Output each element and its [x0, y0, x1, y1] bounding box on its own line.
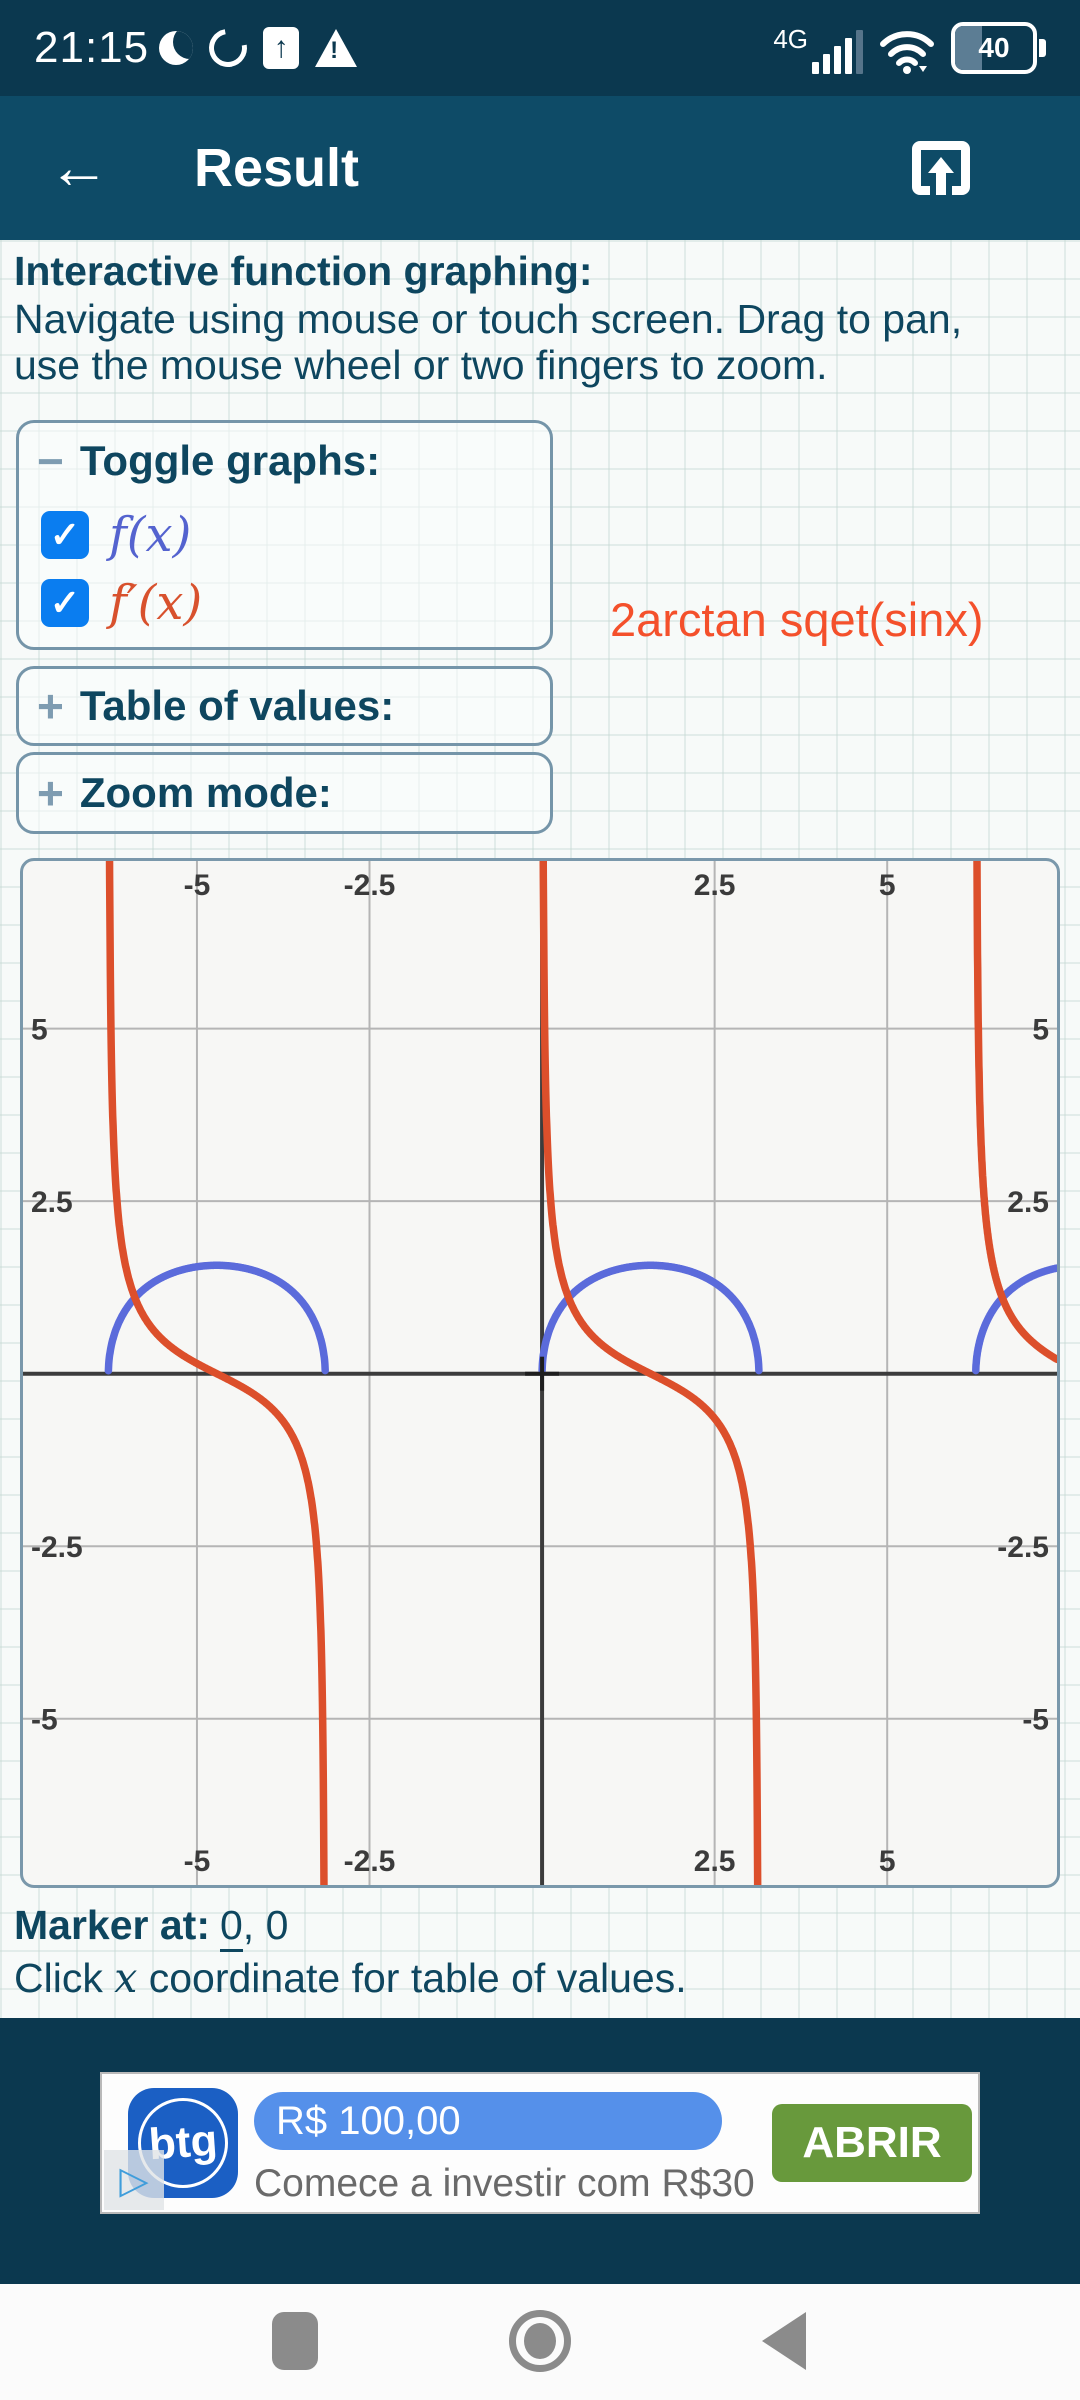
android-nav-bar	[0, 2284, 1080, 2400]
svg-text:-2.5: -2.5	[344, 1845, 396, 1878]
zoom-mode-panel[interactable]: + Zoom mode:	[16, 752, 553, 834]
back-arrow-icon[interactable]: ←	[48, 133, 110, 202]
ad-price-pill: R$ 100,00	[254, 2092, 722, 2150]
marker-readout: Marker at: 0, 0	[14, 1902, 289, 1952]
wifi-icon	[880, 31, 934, 74]
svg-text:-5: -5	[1022, 1704, 1049, 1737]
instructions-text: Navigate using mouse or touch screen. Dr…	[14, 296, 963, 388]
result-content: Interactive function graphing: Navigate …	[0, 240, 1080, 2018]
recents-button[interactable]	[272, 2312, 318, 2370]
function-annotation: 2arctan sqet(sinx)	[610, 593, 984, 646]
svg-text:5: 5	[879, 1845, 896, 1878]
fprime-label: f′(x)	[109, 575, 203, 631]
nav-back-button[interactable]	[762, 2312, 806, 2370]
ad-band: btg ▷ R$ 100,00 Comece a investir com R$…	[0, 2018, 1080, 2284]
fx-checkbox[interactable]: ✓	[41, 511, 89, 559]
battery-fill	[955, 26, 982, 70]
svg-text:2.5: 2.5	[1007, 1186, 1049, 1219]
table-of-values-title: Table of values:	[79, 682, 395, 729]
warning-triangle-icon	[315, 29, 358, 67]
section-heading: Interactive function graphing:	[14, 248, 593, 294]
data-saver-circle-icon	[201, 21, 255, 75]
zoom-mode-title: Zoom mode:	[79, 769, 332, 816]
ad-banner[interactable]: btg ▷ R$ 100,00 Comece a investir com R$…	[100, 2072, 980, 2214]
svg-text:-5: -5	[184, 869, 211, 902]
svg-text:2.5: 2.5	[694, 869, 736, 902]
marker-x-value[interactable]: 0	[219, 1902, 243, 1952]
fx-toggle-row[interactable]: ✓ f(x)	[41, 507, 191, 563]
collapse-icon[interactable]: −	[37, 435, 64, 487]
battery-icon: 40	[951, 22, 1046, 74]
battery-percent: 40	[978, 32, 1010, 63]
svg-text:-5: -5	[31, 1704, 58, 1737]
svg-text:-2.5: -2.5	[997, 1531, 1049, 1564]
toggle-graphs-title: Toggle graphs:	[79, 437, 381, 484]
toggle-graphs-panel[interactable]: − Toggle graphs: ✓ f(x) ✓ f′(x)	[16, 420, 553, 650]
status-bar: 21:15 ↑ 4G	[0, 0, 1080, 96]
graph-canvas[interactable]: -5 -5 -2.5 -2.5 2.5 2.5 5 5 5 5 2.5 2.5 -2.5 -2.5 -5 -5	[23, 861, 1057, 1885]
do-not-disturb-moon-icon	[159, 31, 194, 65]
ad-info-play-icon[interactable]: ▷	[104, 2150, 164, 2210]
svg-text:-2.5: -2.5	[31, 1531, 83, 1564]
app-bar: ← Result	[0, 96, 1080, 240]
ad-open-button[interactable]: ABRIR	[772, 2104, 972, 2182]
ad-subtitle: Comece a investir com R$30	[254, 2162, 755, 2205]
fprime-checkbox[interactable]: ✓	[41, 579, 89, 627]
clock: 21:15	[34, 23, 150, 72]
upload-arrow-icon: ↑	[263, 27, 300, 69]
svg-text:5: 5	[1032, 1014, 1049, 1047]
svg-text:-2.5: -2.5	[344, 869, 396, 902]
expand-icon[interactable]: +	[37, 680, 64, 732]
table-hint: Click x coordinate for table of values.	[14, 1954, 687, 2002]
fprime-toggle-row[interactable]: ✓ f′(x)	[41, 575, 202, 631]
network-type-label: 4G	[773, 24, 808, 54]
export-share-icon[interactable]	[906, 133, 976, 203]
home-button[interactable]	[509, 2310, 571, 2372]
svg-text:2.5: 2.5	[694, 1845, 736, 1878]
fx-label: f(x)	[109, 507, 192, 563]
function-graph[interactable]: -5 -5 -2.5 -2.5 2.5 2.5 5 5 5 5 2.5 2.5 -2.5 -2.5 -5 -5	[20, 858, 1060, 1888]
svg-text:5: 5	[31, 1014, 48, 1047]
status-icons-left: ↑	[159, 21, 358, 75]
svg-text:-5: -5	[184, 1845, 211, 1878]
page-title: Result	[194, 138, 360, 198]
status-icons-right: 4G 40	[773, 22, 1046, 74]
marker-y-value: 0	[265, 1902, 289, 1948]
svg-text:2.5: 2.5	[31, 1186, 73, 1219]
svg-text:5: 5	[879, 869, 896, 902]
cell-signal-icon: 4G	[773, 24, 863, 74]
table-of-values-panel[interactable]: + Table of values:	[16, 666, 553, 746]
expand-icon[interactable]: +	[37, 767, 64, 819]
